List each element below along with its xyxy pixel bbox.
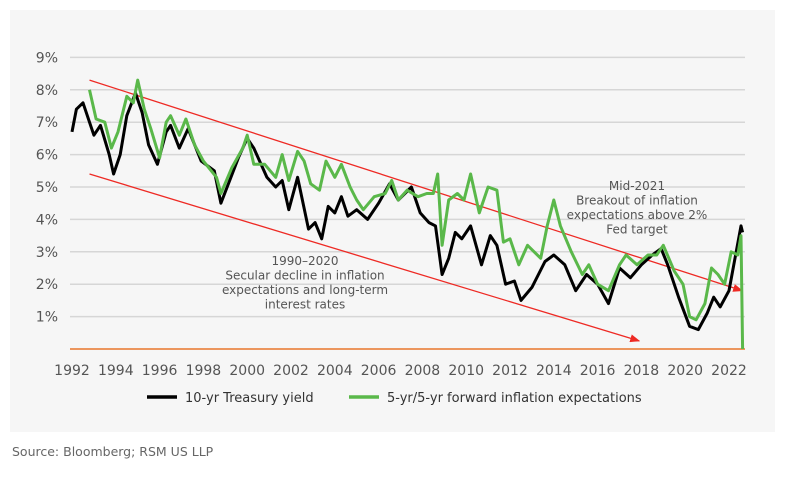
annotation-text: Mid-2021 [609,179,665,193]
annotation-text: Breakout of inflation [576,194,698,208]
x-tick-label: 2022 [711,363,747,379]
legend-label: 10-yr Treasury yield [185,391,314,406]
x-tick-label: 2008 [405,363,441,379]
trend-arrow [89,79,744,292]
series-line-inflation-expectations [88,78,745,350]
x-tick-label: 2014 [536,363,572,379]
x-tick-label: 2006 [361,363,397,379]
x-tick-label: 2002 [273,363,309,379]
x-tick-label: 2000 [229,363,265,379]
x-tick-label: 2010 [448,363,484,379]
y-tick-label: 4% [36,212,58,228]
legend-label: 5-yr/5-yr forward inflation expectations [387,391,642,406]
x-tick-label: 1998 [186,363,222,379]
y-tick-label: 8% [36,83,58,99]
annotation-text: 1990–2020 [271,254,338,268]
x-tick-label: 2016 [580,363,616,379]
x-tick-label: 1994 [98,363,134,379]
x-tick-label: 2018 [624,363,660,379]
y-tick-label: 2% [36,277,58,293]
y-tick-label: 9% [36,50,58,66]
x-tick-label: 1992 [54,363,90,379]
annotation-text: expectations above 2% [567,208,708,222]
annotation-text: Secular decline in inflation [225,269,384,283]
y-tick-label: 1% [36,310,58,326]
y-tick-label: 6% [36,148,58,164]
y-tick-label: 5% [36,180,58,196]
x-tick-label: 2020 [667,363,703,379]
x-tick-label: 2012 [492,363,528,379]
source-note: Source: Bloomberg; RSM US LLP [12,444,214,459]
trend-arrow [89,173,641,343]
x-tick-label: 1996 [142,363,178,379]
annotation-text: Fed target [606,223,668,237]
annotation-text: expectations and long-term [222,283,388,297]
y-tick-label: 3% [36,245,58,261]
x-tick-label: 2004 [317,363,353,379]
annotation-text: interest rates [265,298,345,312]
y-tick-label: 7% [36,115,58,131]
